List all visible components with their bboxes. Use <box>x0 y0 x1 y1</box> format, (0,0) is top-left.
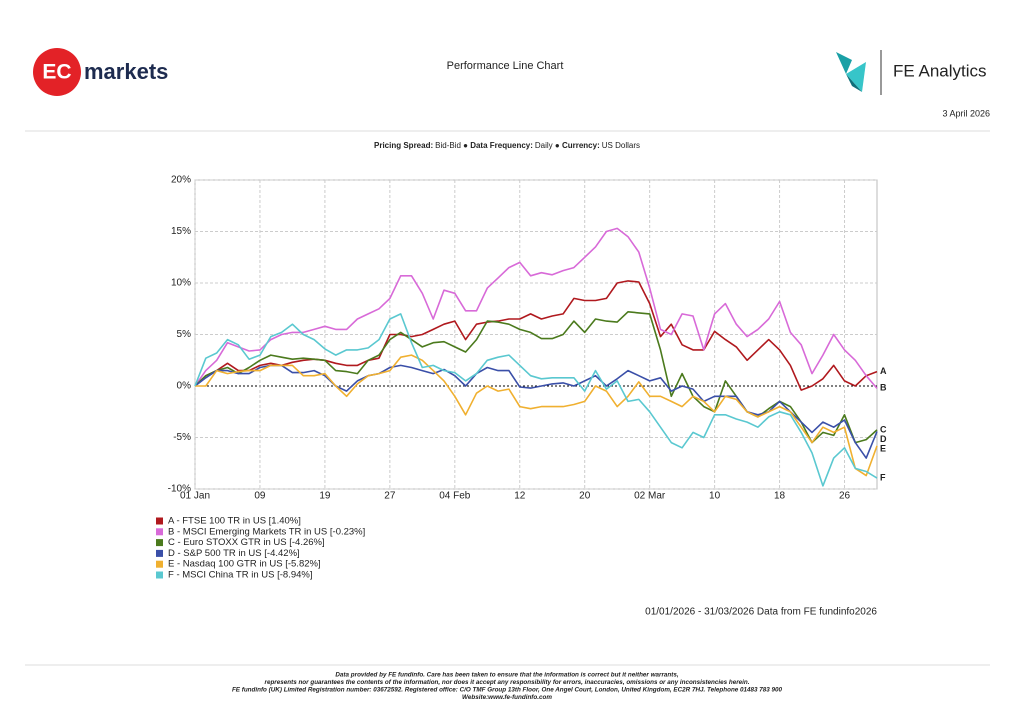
report-date: 3 April 2026 <box>942 108 990 118</box>
end-tag: E <box>880 443 886 453</box>
footer: Data provided by FE fundinfo. Care has b… <box>232 672 783 702</box>
legend-label: A - FTSE 100 TR in US [1.40%] <box>168 516 301 527</box>
x-tick-label: 02 Mar <box>634 491 666 502</box>
brand-right: FE Analytics <box>893 61 987 80</box>
x-tick-label: 27 <box>384 491 396 502</box>
x-tick-label: 09 <box>254 491 266 502</box>
settings-line: Pricing Spread: Bid-Bid ● Data Frequency:… <box>374 141 640 150</box>
footer-line: represents nor guarantees the contents o… <box>265 679 750 686</box>
series-line <box>195 354 878 477</box>
y-tick-label: 10% <box>171 278 191 289</box>
legend-swatch <box>156 560 163 568</box>
x-tick-label: 18 <box>774 491 786 502</box>
logo-badge-text: EC <box>42 61 71 84</box>
legend-label: B - MSCI Emerging Markets TR in US [-0.2… <box>168 526 365 537</box>
footer-line: FE fundinfo (UK) Limited Registration nu… <box>232 687 783 694</box>
series-line <box>194 313 878 487</box>
legend-swatch <box>156 549 163 557</box>
fe-logo <box>836 50 882 95</box>
report-title: Performance Line Chart <box>447 60 564 72</box>
x-tick-label: 12 <box>514 491 526 502</box>
end-tag: F <box>880 472 886 482</box>
y-tick-label: 0% <box>177 381 192 392</box>
x-tick-label: 10 <box>709 491 721 502</box>
end-tag: A <box>880 366 887 376</box>
x-tick-label: 19 <box>319 491 331 502</box>
series-line <box>194 227 878 389</box>
x-tick-label: 26 <box>839 491 851 502</box>
setting-value: Daily <box>535 141 553 150</box>
y-tick-label: 5% <box>177 329 192 340</box>
y-tick-label: -5% <box>173 432 191 443</box>
legend-swatch <box>156 517 163 525</box>
series-line <box>194 280 878 391</box>
legend-swatch <box>156 539 163 547</box>
legend-swatch <box>156 571 163 579</box>
x-tick-label: 04 Feb <box>439 491 471 502</box>
x-tick-label: 01 Jan <box>180 491 210 502</box>
logo-badge <box>33 48 81 96</box>
setting-value: Bid-Bid <box>435 141 461 150</box>
end-tag: B <box>880 383 887 393</box>
legend-swatch <box>156 528 163 536</box>
legend-label: F - MSCI China TR in US [-8.94%] <box>168 570 312 581</box>
y-tick-label: 15% <box>171 226 191 237</box>
legend-label: C - Euro STOXX GTR in US [-4.26%] <box>168 537 325 548</box>
x-tick-label: 20 <box>579 491 591 502</box>
plot: -10% -5% 0% 5% 10% 15% 20% 01 Jan 09 19 27 04 Feb 12… <box>156 175 887 581</box>
setting-key: Data Frequency: <box>470 141 533 150</box>
logo-word: markets <box>84 59 168 84</box>
footer-line: Website:www.fe-fundinfo.com <box>462 694 552 701</box>
separator-dot: ● <box>553 141 562 150</box>
y-tick-label: -10% <box>168 484 191 495</box>
legend-label: E - Nasdaq 100 GTR in US [-5.82%] <box>168 559 321 570</box>
end-tag: C <box>880 424 887 434</box>
end-tag: D <box>880 434 887 444</box>
series-line <box>194 364 878 459</box>
setting-key: Currency: <box>562 141 600 150</box>
data-source: 01/01/2026 - 31/03/2026 Data from FE fun… <box>645 607 877 618</box>
separator-dot: ● <box>461 141 470 150</box>
footer-line: Data provided by FE fundinfo. Care has b… <box>335 672 678 679</box>
setting-key: Pricing Spread: <box>374 141 433 150</box>
setting-value: US Dollars <box>602 141 640 150</box>
y-tick-label: 20% <box>171 175 191 186</box>
legend-label: D - S&P 500 TR in US [-4.42%] <box>168 548 300 559</box>
